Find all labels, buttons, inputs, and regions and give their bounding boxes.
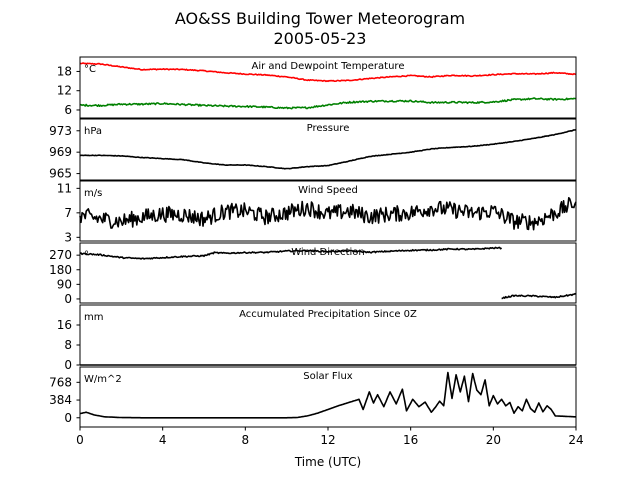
panel-temp: 6 12 18 °C Air and Dewpoint Temperature <box>57 56 577 119</box>
panel-frame-wind-speed <box>79 180 577 242</box>
y-tick-label-pressure: 965 <box>49 167 72 181</box>
y-tick-label-solar: 0 <box>64 411 72 425</box>
series-line-wind-speed-1 <box>79 197 577 231</box>
panel-frame-precip <box>79 304 577 366</box>
panel-title-wind-direction: Wind Direction <box>291 247 365 258</box>
x-tick-label: 8 <box>242 433 250 447</box>
unit-label-wind-speed: m/s <box>84 188 102 199</box>
y-tick-label-wind-direction: 0 <box>64 292 72 306</box>
x-tick-label: 16 <box>403 433 418 447</box>
figure-subtitle: 2005-05-23 <box>274 29 367 48</box>
x-tick-label: 24 <box>568 433 583 447</box>
y-tick-label-precip: 0 <box>64 358 72 372</box>
y-tick-label-wind-direction: 90 <box>57 277 72 291</box>
panel-solar: 0 384 768 W/m^2 Solar Flux <box>49 366 577 428</box>
y-tick-label-wind-direction: 270 <box>49 248 72 262</box>
series-line-temp-2 <box>80 97 577 110</box>
y-tick-label-wind-speed: 7 <box>64 206 72 220</box>
panel-pressure: 965 969 973 hPa Pressure <box>49 118 577 181</box>
series-line-temp-1 <box>79 62 577 83</box>
y-tick-label-solar: 384 <box>49 393 72 407</box>
panel-frame-wind-direction <box>79 242 577 304</box>
x-axis: 0 4 8 12 16 20 24 <box>76 427 584 447</box>
panel-frame-temp <box>79 56 577 119</box>
y-tick-label-wind-speed: 3 <box>64 230 72 244</box>
y-tick-label-temp: 6 <box>64 103 72 117</box>
unit-label-temp: °C <box>84 64 96 75</box>
y-tick-label-temp: 18 <box>57 64 72 78</box>
series-line-wind-direction-2 <box>501 292 577 300</box>
y-tick-label-wind-direction: 180 <box>49 263 72 277</box>
panel-title-wind-speed: Wind Speed <box>298 185 358 196</box>
figure-title: AO&SS Building Tower Meteorogram <box>175 9 465 28</box>
panel-precip: 0 8 16 mm Accumulated Precipitation Since 0Z <box>57 304 577 372</box>
unit-label-pressure: hPa <box>84 126 102 137</box>
unit-label-precip: mm <box>84 312 103 323</box>
series-line-pressure-1 <box>79 128 577 170</box>
x-axis-label: Time (UTC) <box>294 455 361 469</box>
y-tick-label-pressure: 969 <box>49 145 72 159</box>
panel-frame-pressure <box>79 118 577 181</box>
panel-title-pressure: Pressure <box>307 123 350 134</box>
y-tick-label-pressure: 973 <box>49 124 72 138</box>
series-line-solar-1 <box>79 371 576 419</box>
y-tick-label-wind-speed: 11 <box>57 181 72 195</box>
y-tick-label-temp: 12 <box>57 84 72 98</box>
unit-label-solar: W/m^2 <box>84 374 122 385</box>
panel-title-solar: Solar Flux <box>303 371 353 382</box>
x-tick-label: 12 <box>320 433 335 447</box>
x-tick-label: 0 <box>76 433 84 447</box>
y-tick-label-solar: 768 <box>49 375 72 389</box>
panel-title-precip: Accumulated Precipitation Since 0Z <box>239 309 417 320</box>
panel-title-temp: Air and Dewpoint Temperature <box>252 61 405 72</box>
y-tick-label-precip: 16 <box>57 318 72 332</box>
x-tick-label: 4 <box>159 433 167 447</box>
unit-label-wind-direction: ° <box>84 250 89 261</box>
x-tick-label: 20 <box>486 433 501 447</box>
panel-wind-speed: 3 7 11 m/s Wind Speed <box>57 180 577 244</box>
series-line-wind-direction-1 <box>79 246 503 260</box>
y-tick-label-precip: 8 <box>64 338 72 352</box>
